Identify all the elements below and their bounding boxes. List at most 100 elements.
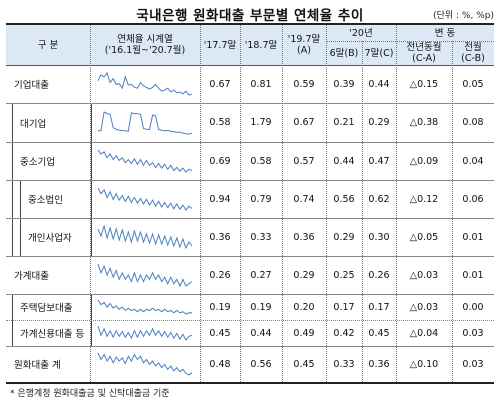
value-cell-v177: 0.48: [209, 358, 231, 370]
row-label: 주택담보대출: [20, 303, 73, 314]
value-cell-v187: 0.79: [250, 193, 272, 205]
row-divider: [6, 256, 494, 257]
header-col-197-line1: '19.7말: [287, 34, 321, 45]
row-label: 기업대출: [14, 80, 49, 91]
trend-sparkline: [97, 149, 193, 173]
row-label: 개인사업자: [28, 233, 72, 244]
value-cell-v187: 0.81: [250, 78, 272, 90]
value-cell-jun: 0.44: [333, 155, 355, 167]
value-cell-jun: 0.42: [333, 327, 355, 339]
value-cell-v177: 0.19: [209, 301, 231, 313]
trend-line: [97, 263, 193, 287]
value-cell-v197: 0.36: [293, 231, 315, 243]
value-cell-v197: 0.49: [293, 327, 315, 339]
sub-row-frame: [12, 103, 92, 142]
trend-sparkline: [97, 263, 193, 287]
value-cell-jul: 0.17: [368, 301, 390, 313]
value-cell-mom: 0.03: [462, 327, 484, 339]
value-cell-jun: 0.56: [333, 193, 355, 205]
value-cell-jun: 0.39: [333, 78, 355, 90]
row-divider: [6, 142, 494, 143]
header-col-yoy: 전년동월 (C-A): [396, 41, 452, 65]
trend-sparkline: [97, 72, 193, 96]
header-series-line2: ('16.1월~'20.7월): [104, 45, 186, 56]
trend-line: [97, 299, 192, 315]
value-cell-jul: 0.29: [368, 117, 390, 128]
value-cell-v177: 0.36: [209, 231, 231, 243]
value-cell-mom: 0.03: [462, 358, 484, 370]
header-col-yoy-line2: (C-A): [412, 53, 436, 64]
value-cell-jul: 0.62: [368, 193, 390, 205]
col-divider: [396, 25, 397, 382]
unit-note: (단위 : %, %p): [433, 11, 494, 21]
value-cell-v177: 0.67: [209, 78, 231, 90]
table-header: 구 분 연체율 시계열 ('16.1월~'20.7월) '17.7말 '18.7…: [6, 25, 494, 66]
col-divider: [362, 41, 363, 382]
header-category: 구 분: [37, 39, 59, 51]
header-subdivider: [326, 41, 494, 42]
value-cell-mom: 0.04: [462, 155, 484, 167]
value-cell-jul: 0.36: [368, 358, 390, 370]
trend-sparkline: [97, 110, 193, 135]
value-cell-yoy: △0.12: [409, 193, 439, 205]
value-cell-jul: 0.45: [368, 327, 390, 339]
value-cell-v197: 0.74: [293, 193, 315, 205]
col-divider: [452, 41, 453, 382]
header-group-2020: '20년: [349, 27, 373, 39]
value-cell-v187: 0.33: [250, 231, 272, 243]
value-cell-v197: 0.20: [293, 301, 315, 313]
trend-line: [97, 187, 193, 211]
value-cell-jun: 0.29: [333, 231, 355, 243]
page-title: 국내은행 원화대출 부문별 연체율 추이: [136, 8, 364, 24]
header-group-change: 변 동: [434, 27, 456, 39]
value-cell-jul: 0.44: [368, 78, 390, 90]
delinquency-table: 구 분 연체율 시계열 ('16.1월~'20.7월) '17.7말 '18.7…: [6, 23, 494, 384]
value-cell-yoy: △0.38: [409, 117, 439, 128]
value-cell-v197: 0.67: [293, 117, 315, 128]
trend-line: [97, 325, 193, 341]
row-label: 가계대출: [14, 271, 49, 282]
trend-line: [97, 149, 193, 173]
value-cell-v187: 0.19: [250, 301, 272, 313]
row-divider: [6, 180, 494, 181]
value-cell-mom: 0.05: [462, 78, 484, 90]
value-cell-mom: 0.01: [462, 269, 484, 281]
value-cell-v187: 1.79: [250, 117, 272, 128]
header-col-mom-line1: 전월: [464, 42, 482, 53]
row-divider: [6, 320, 494, 321]
row-divider: [6, 103, 494, 104]
value-cell-v197: 0.59: [293, 78, 315, 90]
value-cell-mom: 0.00: [462, 301, 484, 313]
header-col-mom: 전월 (C-B): [452, 41, 494, 65]
trend-sparkline: [97, 225, 193, 249]
value-cell-yoy: △0.03: [409, 269, 439, 281]
header-col-yoy-line1: 전년동월: [406, 42, 442, 53]
value-cell-v187: 0.27: [250, 269, 272, 281]
trend-sparkline: [97, 352, 193, 376]
value-cell-jul: 0.47: [368, 155, 390, 167]
trend-line: [97, 110, 193, 135]
value-cell-v177: 0.26: [209, 269, 231, 281]
value-cell-yoy: △0.09: [409, 155, 439, 167]
value-cell-jul: 0.30: [368, 231, 390, 243]
trend-sparkline: [97, 187, 193, 211]
value-cell-jun: 0.21: [333, 117, 355, 128]
row-label: 원화대출 계: [14, 360, 61, 371]
col-divider: [282, 25, 283, 382]
row-divider: [6, 294, 494, 295]
trend-sparkline: [97, 299, 192, 315]
value-cell-mom: 0.08: [462, 117, 484, 128]
value-cell-yoy: △0.05: [409, 231, 439, 243]
col-divider: [240, 25, 241, 382]
header-series: 연체율 시계열 ('16.1월~'20.7월): [90, 25, 200, 65]
value-cell-jun: 0.17: [333, 301, 355, 313]
col-divider: [326, 25, 327, 382]
value-cell-v177: 0.94: [209, 193, 231, 205]
row-label: 중소법인: [28, 195, 63, 206]
trend-line: [97, 72, 193, 96]
value-cell-yoy: △0.03: [409, 301, 439, 313]
value-cell-yoy: △0.15: [409, 78, 439, 90]
row-label: 대기업: [20, 118, 47, 130]
value-cell-v177: 0.58: [209, 117, 231, 128]
value-cell-v187: 0.44: [250, 327, 272, 339]
